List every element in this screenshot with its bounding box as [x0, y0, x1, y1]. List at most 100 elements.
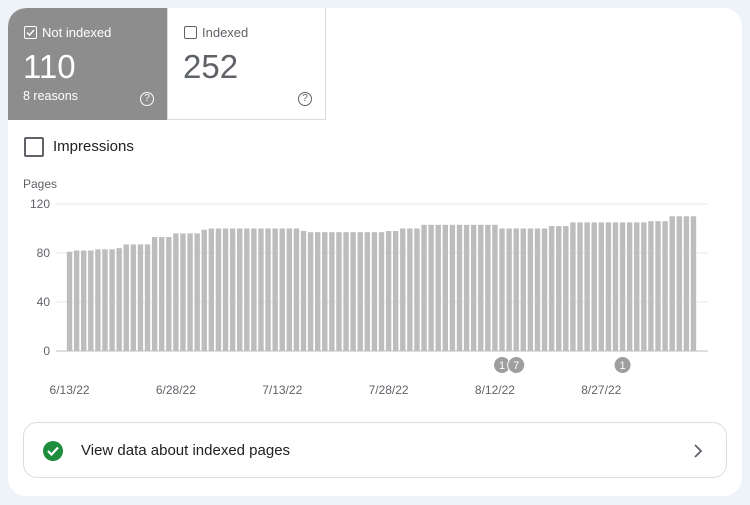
- bar: [385, 230, 392, 351]
- annotation-marker: [507, 356, 526, 374]
- bar: [655, 221, 661, 351]
- bar: [541, 228, 548, 351]
- bar: [407, 228, 413, 351]
- bar: [88, 250, 94, 351]
- bar: [584, 222, 590, 351]
- bar: [357, 232, 363, 351]
- bar: [421, 224, 427, 351]
- bar: [598, 222, 604, 351]
- y-tick-label: 40: [37, 295, 51, 309]
- impressions-label[interactable]: Impressions: [53, 138, 134, 155]
- bar: [428, 224, 434, 351]
- bar: [307, 232, 314, 351]
- not-indexed-card[interactable]: Not indexed 110 8 reasons ?: [8, 8, 167, 120]
- card-value: 252: [183, 48, 239, 85]
- bar: [605, 222, 612, 351]
- panel: Not indexed 110 8 reasons ? Indexed 252 …: [8, 8, 742, 496]
- indexed-pages-link[interactable]: View data about indexed pages: [23, 422, 727, 478]
- bar: [414, 228, 420, 351]
- bar: [81, 250, 87, 351]
- bar: [577, 222, 583, 351]
- help-icon[interactable]: ?: [140, 92, 154, 106]
- y-axis-label: Pages: [23, 177, 57, 191]
- bar: [400, 228, 406, 351]
- bar: [648, 221, 654, 351]
- bar: [463, 224, 470, 351]
- bar: [314, 232, 321, 351]
- annotation-label: 1: [619, 360, 625, 372]
- bar: [102, 249, 108, 351]
- bar: [166, 237, 172, 351]
- checkbox[interactable]: [184, 26, 197, 39]
- bar: [73, 250, 80, 351]
- checkbox[interactable]: [24, 26, 37, 39]
- bar: [478, 224, 484, 351]
- chart: Pages 0 40 80 120 6/13/22 6/28/22 7/13/22 7/28/…: [23, 177, 708, 397]
- bar: [591, 222, 597, 351]
- bar: [485, 224, 491, 351]
- indexed-card[interactable]: Indexed 252 ?: [167, 8, 326, 120]
- bar: [612, 222, 619, 351]
- bar: [548, 226, 555, 351]
- bar: [116, 248, 122, 351]
- bar: [676, 216, 682, 351]
- bar: [144, 244, 151, 351]
- bar: [123, 244, 129, 351]
- bar: [492, 224, 498, 351]
- annotation: 1: [493, 356, 512, 374]
- bar: [279, 228, 285, 351]
- bar: [364, 232, 371, 351]
- bar: [527, 228, 534, 351]
- bar: [570, 222, 576, 351]
- help-icon[interactable]: ?: [298, 92, 312, 106]
- bar: [187, 233, 193, 351]
- bar: [690, 216, 697, 351]
- bar: [506, 228, 512, 351]
- y-tick-label: 120: [30, 197, 50, 211]
- bar: [237, 228, 243, 351]
- bar: [300, 230, 307, 351]
- card-sub: 8 reasons: [23, 89, 78, 103]
- bar: [130, 244, 137, 351]
- bar: [435, 224, 441, 351]
- bar: [208, 228, 215, 351]
- annotation-label: 1: [499, 360, 505, 372]
- bar: [159, 237, 165, 351]
- bar: [470, 224, 477, 351]
- bar: [683, 216, 690, 351]
- bar: [371, 232, 378, 351]
- impressions-checkbox[interactable]: [24, 137, 44, 157]
- bar: [251, 228, 257, 351]
- x-tick-label: 8/12/22: [475, 383, 515, 397]
- bar: [66, 251, 73, 351]
- bar: [109, 249, 115, 351]
- annotation-marker: [613, 356, 632, 374]
- bar: [222, 228, 229, 351]
- bar: [350, 232, 356, 351]
- bar: [180, 233, 186, 351]
- bar: [641, 222, 647, 351]
- x-tick-label: 7/28/22: [369, 383, 409, 397]
- bar: [215, 228, 222, 351]
- bar: [563, 226, 569, 351]
- bar: [669, 216, 675, 351]
- x-tick-label: 6/13/22: [50, 383, 90, 397]
- bar: [265, 228, 271, 351]
- bar: [626, 222, 633, 351]
- bar: [329, 232, 335, 351]
- x-tick-label: 8/27/22: [581, 383, 621, 397]
- bar: [499, 228, 505, 351]
- bar: [392, 230, 399, 351]
- card-label: Indexed: [202, 25, 249, 40]
- bar: [194, 233, 200, 351]
- annotation-label: 7: [513, 360, 519, 372]
- bar: [662, 221, 668, 351]
- link-text: View data about indexed pages: [81, 442, 291, 459]
- bar: [456, 224, 463, 351]
- y-tick-label: 0: [43, 344, 50, 358]
- bar: [343, 232, 349, 351]
- bar: [151, 237, 158, 351]
- bar: [336, 232, 342, 351]
- y-tick-label: 80: [37, 246, 51, 260]
- bar: [293, 228, 300, 351]
